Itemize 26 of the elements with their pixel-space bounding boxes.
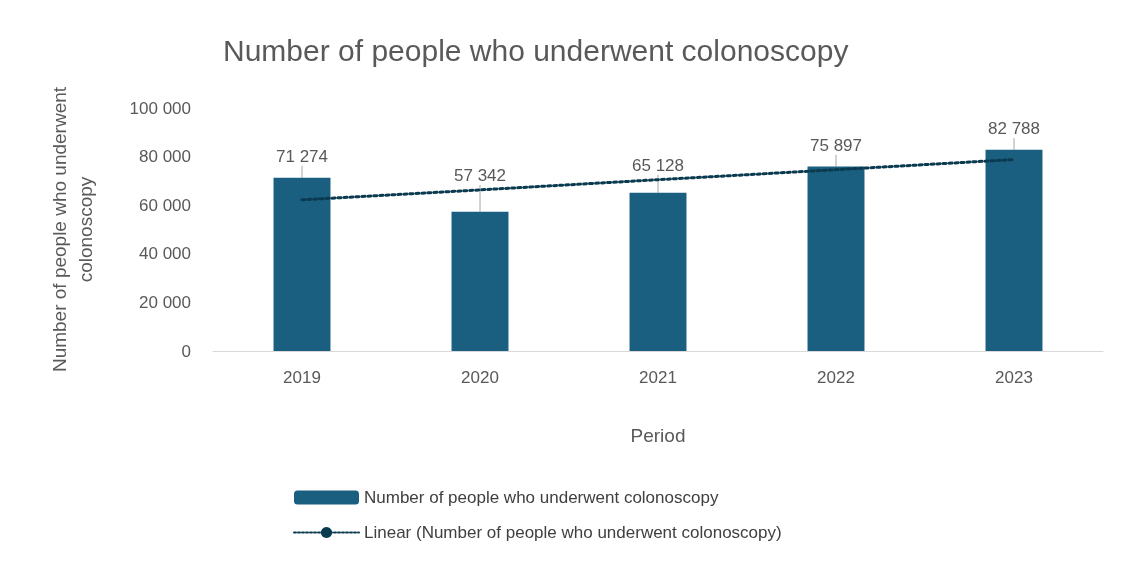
x-tick-label: 2023 xyxy=(995,368,1033,387)
bar xyxy=(273,177,331,351)
bar xyxy=(807,166,865,351)
x-tick-label: 2020 xyxy=(461,368,499,387)
legend-label: Number of people who underwent colonoscopy xyxy=(364,488,719,507)
data-label: 71 274 xyxy=(276,146,328,166)
x-axis-title: Period xyxy=(630,425,686,446)
legend-label: Linear (Number of people who underwent colonoscopy) xyxy=(364,523,782,542)
data-label: 65 128 xyxy=(632,155,684,175)
bar xyxy=(985,149,1043,351)
y-tick-label: 40 000 xyxy=(139,244,191,264)
y-tick-label: 60 000 xyxy=(139,195,191,215)
x-tick-label: 2022 xyxy=(817,368,855,387)
data-label: 82 788 xyxy=(988,118,1040,138)
data-label: 75 897 xyxy=(810,135,862,155)
y-tick-label: 20 000 xyxy=(139,292,191,312)
y-tick-label: 0 xyxy=(181,341,191,361)
y-tick-label: 80 000 xyxy=(139,147,191,167)
x-tick-label: 2019 xyxy=(283,368,321,387)
y-tick-label: 100 000 xyxy=(129,98,191,118)
y-axis-title: Number of people who underwent colonoscopy xyxy=(48,86,96,373)
chart-title: Number of people who underwent colonoscopy xyxy=(223,33,849,67)
bar xyxy=(451,211,509,351)
x-tick-label: 2021 xyxy=(639,368,677,387)
bar xyxy=(629,192,687,351)
data-label: 57 342 xyxy=(454,165,506,185)
